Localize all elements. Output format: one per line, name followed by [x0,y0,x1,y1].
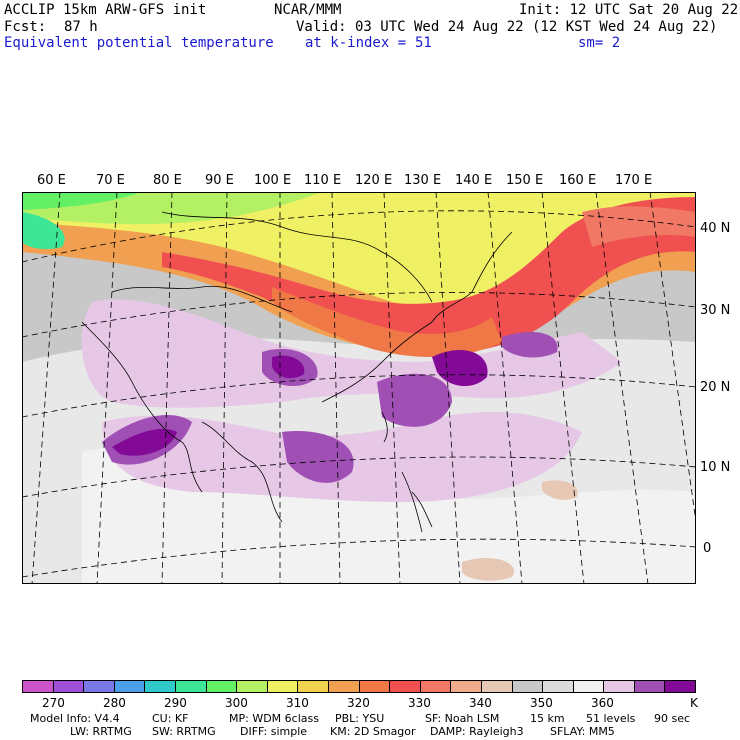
colorbar-swatch [451,681,482,692]
forecast-value: 87 h [64,19,98,35]
colorbar-tick: 290 [164,696,187,710]
model-info-item: CU: KF [152,712,189,725]
model-info-item: 51 levels [586,712,636,725]
colorbar-swatch [573,681,605,692]
model-title: ACCLIP 15km ARW-GFS init [4,2,207,18]
lon-label: 100 E [254,173,292,188]
colorbar-tick: 320 [347,696,370,710]
colorbar-swatch [237,681,268,692]
colorbar-swatch [267,681,299,692]
smooth-label: sm= 2 [578,35,621,51]
colorbar-swatch [53,681,85,692]
colorbar-swatch [543,681,574,692]
weather-map [22,192,696,584]
colorbar-tick: 350 [530,696,553,710]
lat-label: 10 N [700,460,731,475]
colorbar-tick: 310 [286,696,309,710]
colorbar-tick: 300 [225,696,248,710]
lon-label: 80 E [153,173,182,188]
colorbar-tick: 330 [408,696,431,710]
model-info-item: Model Info: V4.4 [30,712,120,725]
colorbar-tick: 360 [591,696,614,710]
colorbar-swatch [481,681,513,692]
colorbar-swatch [390,681,421,692]
colorbar-swatch [634,681,666,692]
lon-label: 60 E [37,173,66,188]
model-info-item: SFLAY: MM5 [550,725,615,738]
colorbar-unit: K [690,696,698,710]
model-info-item: PBL: YSU [335,712,385,725]
colorbar-swatch [175,681,207,692]
colorbar-swatch [665,681,696,692]
colorbar-swatch [328,681,360,692]
colorbar-swatch [84,681,115,692]
forecast-label: Fcst: [4,19,47,35]
lat-label: 40 N [700,221,731,236]
colorbar-swatch [512,681,544,692]
lon-label: 150 E [506,173,544,188]
model-info-item: DAMP: Rayleigh3 [430,725,524,738]
lon-label: 110 E [304,173,342,188]
colorbar-tick: 270 [42,696,65,710]
model-info-item: DIFF: simple [240,725,308,738]
lat-label: 30 N [700,303,731,318]
colorbar-swatch [359,681,391,692]
init-time: Init: 12 UTC Sat 20 Aug 22 [519,2,739,18]
model-info-item: SF: Noah LSM [425,712,500,725]
lon-label: 160 E [559,173,597,188]
org-label: NCAR/MMM [274,2,342,18]
field-name: Equivalent potential temperature [4,35,274,51]
level-label: at k-index = [305,35,407,51]
lat-label: 0 [703,541,712,556]
colorbar-swatch [145,681,176,692]
model-info-item: 90 sec [654,712,691,725]
model-info-item: LW: RRTMG [70,725,132,738]
lon-label: 140 E [455,173,493,188]
colorbar [22,680,696,693]
lat-label: 20 N [700,380,731,395]
colorbar-tick: 340 [469,696,492,710]
colorbar-swatch [23,681,54,692]
valid-time: Valid: 03 UTC Wed 24 Aug 22 (12 KST Wed … [296,19,718,35]
level-value: 51 [415,35,432,51]
model-info-item: KM: 2D Smagor [330,725,416,738]
colorbar-swatch [298,681,329,692]
lon-label: 130 E [404,173,442,188]
model-info-item: SW: RRTMG [152,725,216,738]
colorbar-swatch [114,681,146,692]
lon-label: 120 E [355,173,393,188]
lon-label: 170 E [615,173,653,188]
model-info-item: 15 km [530,712,565,725]
model-info-item: MP: WDM 6class [229,712,319,725]
colorbar-swatch [206,681,238,692]
colorbar-swatch [420,681,452,692]
lon-label: 90 E [205,173,234,188]
colorbar-tick: 280 [103,696,126,710]
colorbar-swatch [604,681,635,692]
lon-label: 70 E [96,173,125,188]
